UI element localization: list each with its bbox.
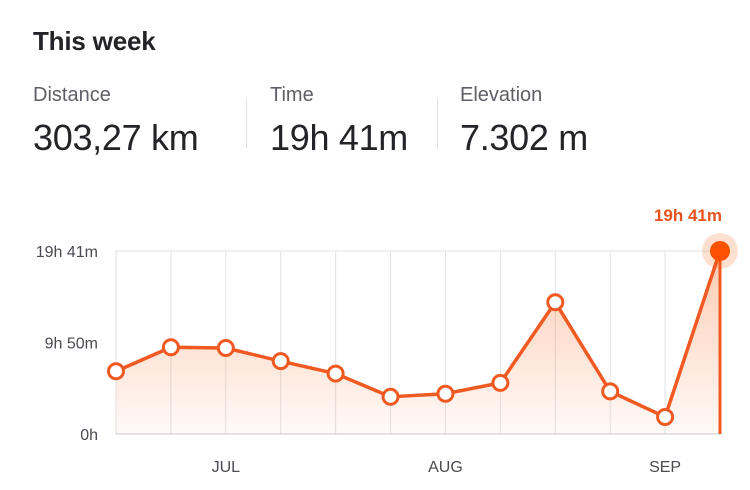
stat-elevation-value: 7.302 m bbox=[460, 117, 588, 158]
data-point bbox=[107, 362, 125, 381]
stat-elevation: Elevation 7.302 m bbox=[460, 84, 588, 159]
stat-divider bbox=[437, 98, 438, 148]
page-title: This week bbox=[33, 26, 156, 56]
stat-distance-value: 303,27 km bbox=[33, 117, 199, 158]
stat-time: Time 19h 41m bbox=[270, 84, 408, 159]
data-point bbox=[491, 373, 510, 392]
series-area bbox=[116, 251, 720, 434]
stats-row: Distance 303,27 km Time 19h 41m Elevatio… bbox=[0, 84, 750, 164]
x-tick-label: AUG bbox=[428, 459, 463, 476]
data-point bbox=[601, 382, 620, 401]
stat-time-label: Time bbox=[270, 84, 314, 106]
highlight-point bbox=[710, 241, 730, 261]
stat-distance-label: Distance bbox=[33, 84, 111, 106]
stat-divider bbox=[246, 98, 247, 148]
stat-elevation-label: Elevation bbox=[460, 84, 543, 106]
x-tick-label: JUL bbox=[212, 459, 241, 476]
data-point bbox=[271, 352, 290, 371]
y-tick-label: 19h 41m bbox=[36, 244, 98, 261]
data-point bbox=[326, 364, 345, 383]
data-point bbox=[546, 293, 565, 312]
data-point bbox=[381, 387, 400, 406]
x-tick-label: SEP bbox=[649, 459, 681, 476]
stat-time-value: 19h 41m bbox=[270, 117, 408, 158]
y-tick-label: 9h 50m bbox=[45, 336, 98, 353]
y-tick-label: 0h bbox=[80, 427, 98, 444]
series-line bbox=[114, 249, 722, 419]
highlight-value-label: 19h 41m bbox=[654, 206, 722, 225]
data-point bbox=[656, 407, 675, 426]
data-point bbox=[216, 339, 235, 358]
data-point bbox=[436, 384, 455, 403]
stat-distance: Distance 303,27 km bbox=[33, 84, 199, 159]
data-point bbox=[161, 338, 180, 357]
